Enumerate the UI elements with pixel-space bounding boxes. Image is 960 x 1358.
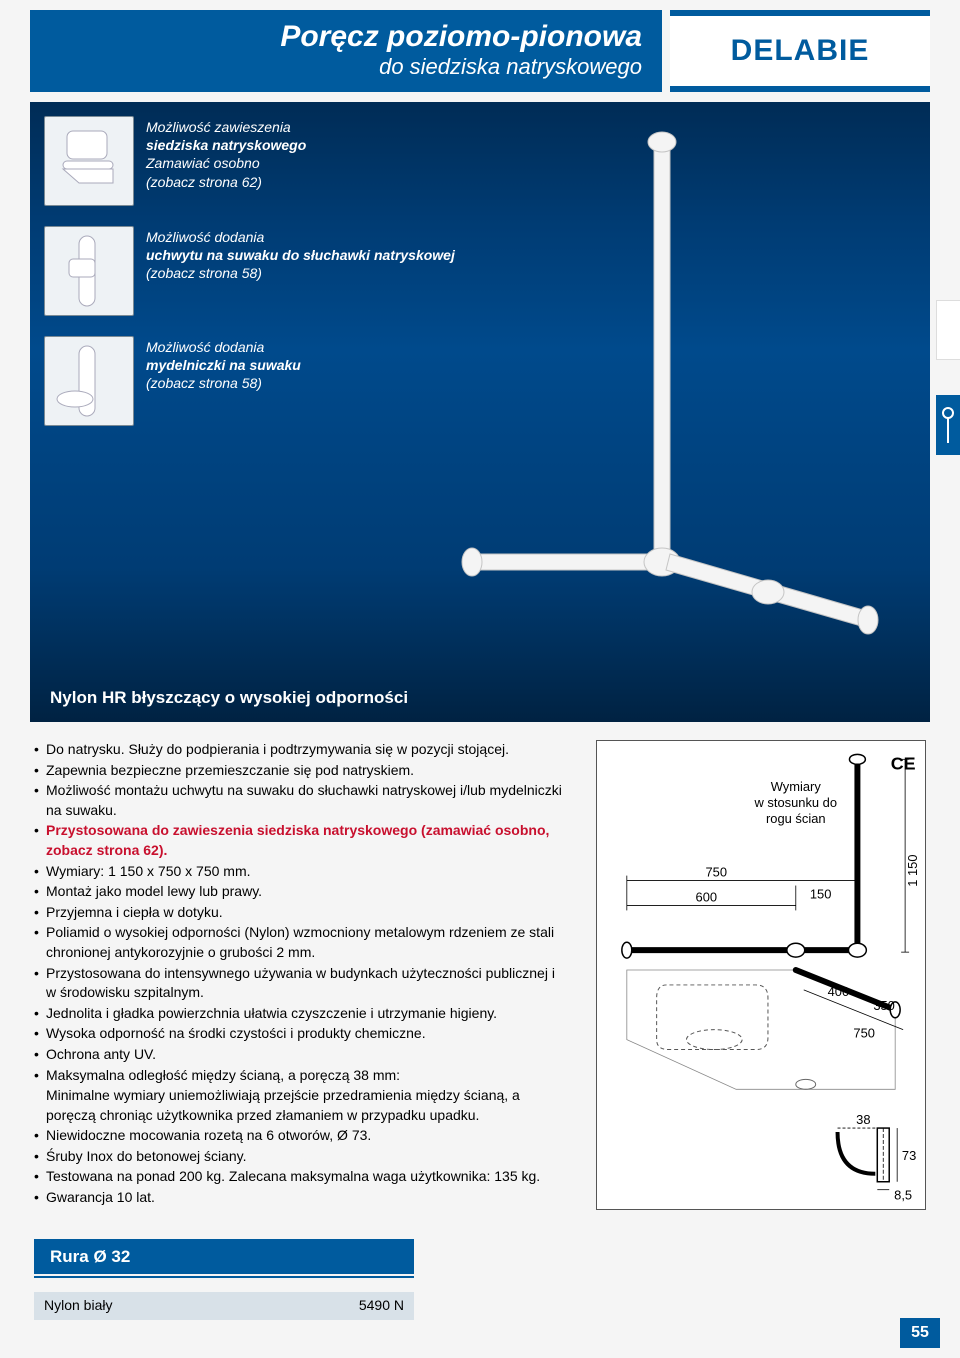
hero-product-illustration [450, 122, 910, 682]
callout-text: Możliwość dodania uchwytu na suwaku do s… [146, 226, 455, 283]
bullet-item: Wymiary: 1 150 x 750 x 750 mm. [34, 862, 566, 882]
bullet-item: Śruby Inox do betonowej ściany. [34, 1147, 566, 1167]
side-tab-empty [936, 300, 960, 360]
bullet-item: Przyjemna i ciepła w dotyku. [34, 903, 566, 923]
callout-thumb-holder [44, 226, 134, 316]
callout-line: (zobacz strona 58) [146, 264, 455, 282]
bullet-item: Przystosowana do zawieszenia siedziska n… [34, 821, 566, 860]
svg-text:Wymiary: Wymiary [771, 779, 822, 794]
svg-text:400: 400 [828, 984, 850, 999]
bullet-item: Jednolita i gładka powierzchnia ułatwia … [34, 1004, 566, 1024]
technical-diagram: CE Wymiary w stosunku do rogu ścian 1 15… [596, 740, 926, 1210]
callouts-list: Możliwość zawieszenia siedziska natrysko… [44, 116, 464, 426]
bullet-item: Przystosowana do intensywnego używania w… [34, 964, 566, 1003]
spec-header: Rura Ø 32 [34, 1239, 414, 1275]
svg-text:750: 750 [853, 1026, 875, 1041]
bullet-item: Możliwość montażu uchwytu na suwaku do s… [34, 781, 566, 820]
title-sub: do siedziska natryskowego [50, 54, 642, 80]
bullet-item: Gwarancja 10 lat. [34, 1188, 566, 1208]
bullet-item: Ochrona anty UV. [34, 1045, 566, 1065]
hero-panel: Możliwość zawieszenia siedziska natrysko… [30, 102, 930, 722]
callout-line: mydelniczki na suwaku [146, 356, 301, 374]
callout-thumb-seat [44, 116, 134, 206]
spec-underline [34, 1276, 414, 1278]
page-number: 55 [900, 1318, 940, 1348]
callout-line: Możliwość dodania [146, 228, 455, 246]
brand: DELABIE [670, 10, 930, 92]
header: Poręcz poziomo-pionowa do siedziska natr… [30, 10, 930, 92]
svg-text:rogu ścian: rogu ścian [766, 811, 826, 826]
bullet-item: Niewidoczne mocowania rozetą na 6 otworó… [34, 1126, 566, 1146]
callout-1: Możliwość zawieszenia siedziska natrysko… [44, 116, 464, 206]
side-tab-icon [936, 395, 960, 455]
callout-text: Możliwość zawieszenia siedziska natrysko… [146, 116, 306, 191]
spec-label: Nylon biały [44, 1296, 112, 1316]
bullet-item: Wysoka odporność na środki czystości i p… [34, 1024, 566, 1044]
svg-text:38: 38 [856, 1112, 870, 1127]
svg-text:8,5: 8,5 [894, 1188, 912, 1203]
bullet-item: Poliamid o wysokiej odporności (Nylon) w… [34, 923, 566, 962]
bullet-item: Maksymalna odległość między ścianą, a po… [34, 1066, 566, 1086]
bullet-item: Minimalne wymiary uniemożliwiają przejśc… [34, 1086, 566, 1125]
svg-text:CE: CE [891, 753, 916, 773]
svg-text:600: 600 [696, 889, 718, 904]
svg-text:1 150: 1 150 [905, 854, 920, 886]
callout-line: Możliwość dodania [146, 338, 301, 356]
spec-row: Nylon biały 5490 N [34, 1292, 414, 1320]
title-block: Poręcz poziomo-pionowa do siedziska natr… [30, 10, 662, 92]
hero-subtitle: Nylon HR błyszczący o wysokiej odpornośc… [50, 688, 408, 708]
callout-thumb-soap [44, 336, 134, 426]
svg-text:750: 750 [705, 865, 727, 880]
svg-text:73: 73 [902, 1148, 916, 1163]
title-main: Poręcz poziomo-pionowa [50, 20, 642, 54]
bullet-item: Do natrysku. Służy do podpierania i podt… [34, 740, 566, 760]
callout-line: siedziska natryskowego [146, 136, 306, 154]
svg-text:150: 150 [810, 886, 832, 901]
spec-code: 5490 N [359, 1296, 404, 1316]
svg-text:w stosunku do: w stosunku do [754, 795, 838, 810]
svg-text:350: 350 [873, 998, 895, 1013]
bullet-item: Zapewnia bezpieczne przemieszczanie się … [34, 761, 566, 781]
bullets-list: Do natrysku. Służy do podpierania i podt… [34, 740, 566, 1320]
callout-3: Możliwość dodania mydelniczki na suwaku … [44, 336, 464, 426]
callout-line: (zobacz strona 58) [146, 374, 301, 392]
callout-line: Możliwość zawieszenia [146, 118, 306, 136]
bullet-item: Testowana na ponad 200 kg. Zalecana maks… [34, 1167, 566, 1187]
callout-2: Możliwość dodania uchwytu na suwaku do s… [44, 226, 464, 316]
callout-text: Możliwość dodania mydelniczki na suwaku … [146, 336, 301, 393]
callout-line: uchwytu na suwaku do słuchawki natryskow… [146, 246, 455, 264]
diagram-column: CE Wymiary w stosunku do rogu ścian 1 15… [596, 740, 926, 1320]
callout-line: Zamawiać osobno [146, 154, 306, 172]
callout-line: (zobacz strona 62) [146, 173, 306, 191]
bullet-item: Montaż jako model lewy lub prawy. [34, 882, 566, 902]
